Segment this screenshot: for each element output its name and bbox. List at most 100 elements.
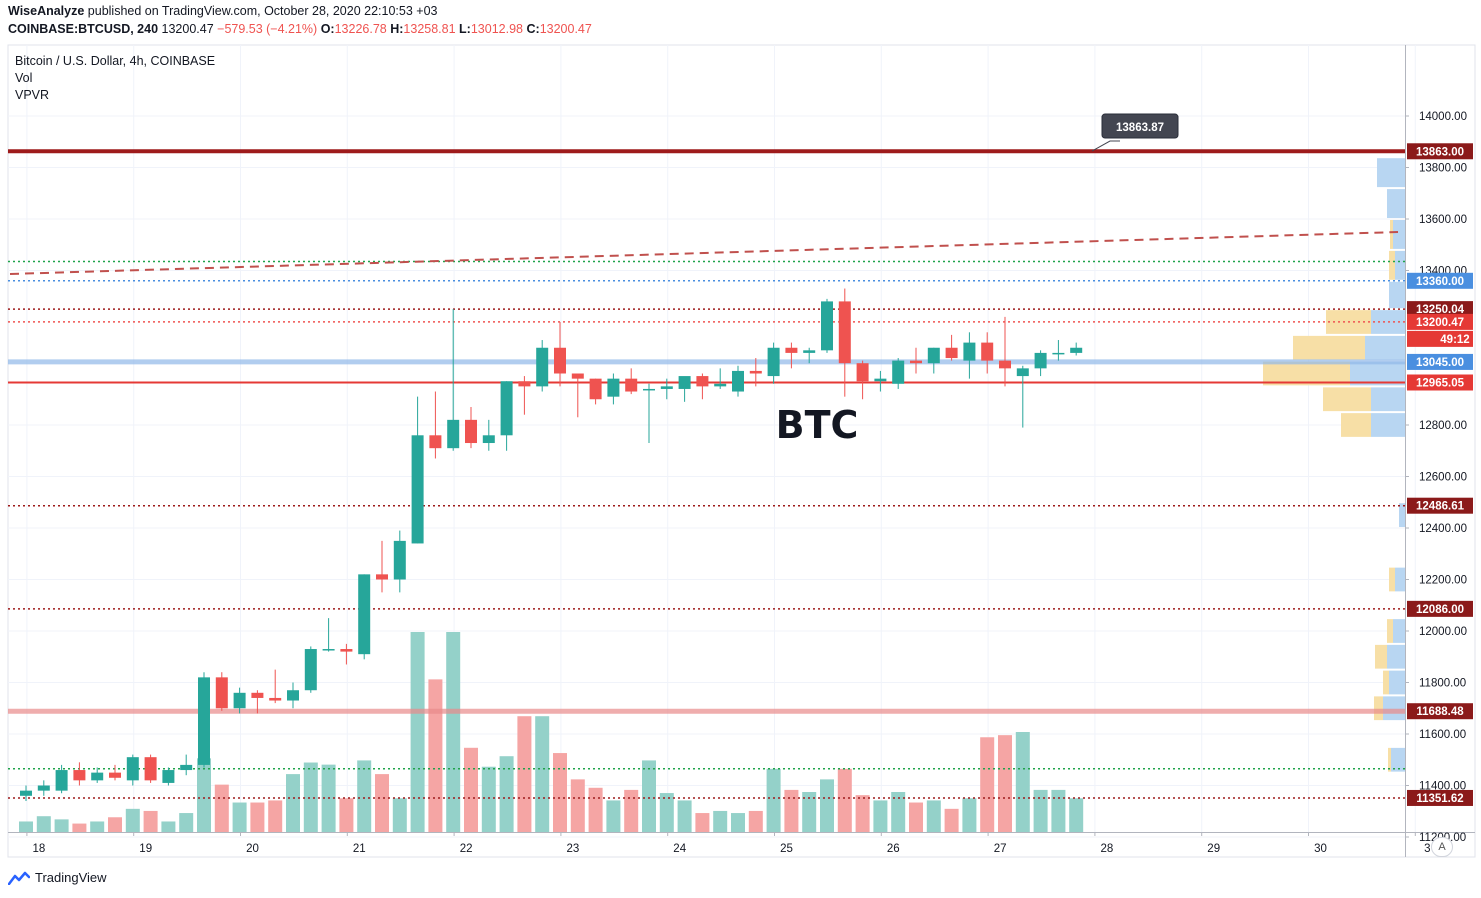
volume-bar — [748, 810, 763, 832]
level-price-label: 12086.00 — [1416, 604, 1464, 616]
volume-bar — [36, 816, 51, 832]
x-tick-label: 30 — [1314, 843, 1327, 855]
price-change: −579.53 (−4.21%) — [217, 22, 318, 36]
candle-body — [678, 376, 691, 389]
candle-body — [500, 381, 513, 436]
x-tick-label: 24 — [673, 843, 686, 855]
x-tick-label: 22 — [460, 843, 473, 855]
volume-bar — [90, 821, 105, 832]
candle-body — [358, 574, 371, 655]
publisher-name[interactable]: WiseAnalyze — [8, 4, 85, 18]
volume-bar — [1051, 789, 1066, 832]
candle-body — [109, 772, 121, 778]
candle-body — [233, 692, 246, 709]
legend-series[interactable]: Bitcoin / U.S. Dollar, 4h, COINBASE — [15, 54, 216, 68]
volume-bar — [659, 793, 674, 832]
vpvr-bar-up — [1387, 189, 1405, 218]
vpvr-bar-up — [1399, 503, 1405, 527]
candle-body — [269, 697, 282, 701]
volume-bar — [410, 632, 425, 832]
x-tick-label: 18 — [33, 843, 46, 855]
candle-body — [20, 790, 32, 796]
volume-bar — [909, 802, 923, 832]
volume-bar — [108, 817, 122, 832]
candle-body — [643, 388, 655, 391]
peak-callout-box — [1101, 113, 1179, 139]
peak-callout-label: 13863.87 — [1116, 122, 1164, 134]
volume-bar — [606, 800, 621, 832]
tradingview-logo-icon — [8, 871, 30, 885]
volume-bar — [980, 737, 995, 832]
vpvr-bar-up — [1395, 567, 1405, 592]
y-tick-label: 12400.00 — [1419, 523, 1467, 535]
volume-bar — [143, 810, 158, 832]
candle-body — [981, 342, 994, 361]
vpvr-bar-up — [1350, 361, 1405, 386]
level-price-label: 12965.05 — [1416, 377, 1465, 389]
low-value: 13012.98 — [470, 22, 523, 36]
volume-bar — [1069, 798, 1084, 832]
level-price-label: 13863.00 — [1416, 146, 1464, 158]
candle-body — [892, 360, 905, 384]
candle-body — [785, 347, 798, 353]
vpvr-bar-down — [1389, 250, 1395, 280]
peak-callout-pointer — [1091, 140, 1120, 152]
candlesticks — [20, 288, 1083, 801]
level-price-label: 13045.00 — [1416, 357, 1464, 369]
x-tick-label: 23 — [567, 843, 580, 855]
candle-body — [910, 360, 922, 364]
footer-brand[interactable]: TradingView — [8, 870, 107, 885]
time-axis[interactable]: 18 19 20 21 22 23 24 25 26 27 28 29 30 3 — [26, 832, 1431, 855]
candle-body — [55, 770, 68, 791]
volume-bar — [535, 716, 550, 832]
candle-body — [180, 764, 193, 771]
candle-body — [340, 649, 353, 652]
open-label: O: — [320, 22, 335, 36]
candle-body — [144, 757, 157, 781]
candle-body — [927, 347, 940, 364]
volume-bar — [570, 779, 585, 832]
candle-body — [91, 772, 104, 781]
volume-bar — [998, 735, 1012, 832]
trend-line[interactable] — [9, 231, 1399, 275]
price-axis[interactable]: 11200.0011400.0011600.0011800.0012000.00… — [1405, 111, 1473, 844]
legend-vpvr[interactable]: VPVR — [15, 88, 50, 102]
candle-body — [304, 649, 317, 691]
volume-bar — [837, 768, 852, 832]
candle-body — [126, 757, 139, 781]
volume-bar — [695, 813, 710, 832]
volume-bar — [926, 800, 941, 832]
level-price-label: 11688.48 — [1416, 706, 1464, 718]
publish-info: WiseAnalyze published on TradingView.com… — [8, 4, 437, 18]
candle-body — [37, 785, 50, 791]
candle-body — [1052, 352, 1065, 355]
vpvr-bar-down — [1389, 567, 1395, 592]
countdown-tag — [1407, 330, 1473, 347]
legend-vol[interactable]: Vol — [15, 71, 33, 85]
candle-body — [1016, 368, 1029, 377]
volume-bar — [802, 792, 817, 832]
auto-scale-button[interactable]: A — [1431, 837, 1453, 857]
vpvr-bar-down — [1323, 387, 1371, 412]
y-tick-label: 12000.00 — [1419, 626, 1467, 638]
volume-bar — [446, 632, 461, 832]
candle-body — [73, 770, 86, 781]
vpvr-bar-up — [1393, 220, 1405, 249]
candle-body — [821, 301, 833, 351]
volume-bar — [962, 798, 977, 832]
candle-body — [589, 378, 602, 400]
vpvr-bar-up — [1387, 644, 1405, 669]
candle-body — [856, 363, 869, 382]
vpvr-bar-down — [1388, 747, 1391, 772]
candle-body — [251, 692, 264, 698]
vpvr-bar-down — [1390, 220, 1393, 249]
volume-bar — [873, 800, 888, 832]
volume-bar — [54, 819, 69, 832]
vpvr-bar-down — [1383, 670, 1389, 695]
volume-bar — [375, 774, 389, 832]
volume-bar — [179, 813, 194, 832]
volume-bar — [517, 716, 532, 832]
candle-body — [429, 435, 442, 449]
high-label: H: — [390, 22, 404, 36]
